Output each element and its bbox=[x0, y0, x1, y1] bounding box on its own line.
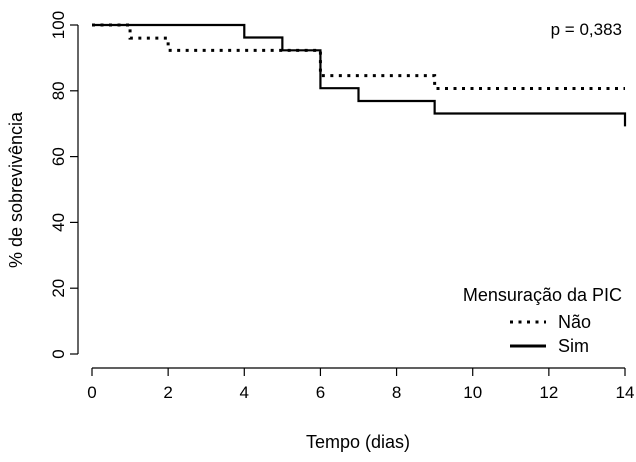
x-tick-label: 4 bbox=[240, 383, 249, 402]
legend-title: Mensuração da PIC bbox=[463, 285, 622, 305]
legend-label-nao: Não bbox=[558, 312, 591, 332]
y-axis-title: % de sobrevivência bbox=[6, 111, 26, 268]
x-tick-label: 10 bbox=[463, 383, 482, 402]
x-tick-label: 0 bbox=[87, 383, 96, 402]
series-line-sim bbox=[92, 23, 627, 127]
x-tick-label: 14 bbox=[616, 383, 635, 402]
x-tick-label: 2 bbox=[163, 383, 172, 402]
p-value-annotation: p = 0,383 bbox=[551, 20, 622, 39]
legend-label-sim: Sim bbox=[558, 336, 589, 356]
y-tick-label: 40 bbox=[49, 213, 68, 232]
y-tick-label: 60 bbox=[49, 147, 68, 166]
y-tick-label: 0 bbox=[49, 349, 68, 358]
legend: Mensuração da PIC Não Sim bbox=[463, 285, 622, 356]
series-layer bbox=[92, 23, 627, 127]
axes-layer: 0 2 4 6 8 10 12 14 0 20 40 60 80 100 bbox=[49, 11, 634, 402]
y-tick-label: 20 bbox=[49, 279, 68, 298]
x-tick-label: 6 bbox=[316, 383, 325, 402]
series-line-nao bbox=[92, 23, 625, 90]
y-tick-label: 80 bbox=[49, 81, 68, 100]
x-axis-title: Tempo (dias) bbox=[306, 432, 410, 452]
x-tick-label: 12 bbox=[539, 383, 558, 402]
x-tick-label: 8 bbox=[392, 383, 401, 402]
y-tick-label: 100 bbox=[49, 11, 68, 39]
